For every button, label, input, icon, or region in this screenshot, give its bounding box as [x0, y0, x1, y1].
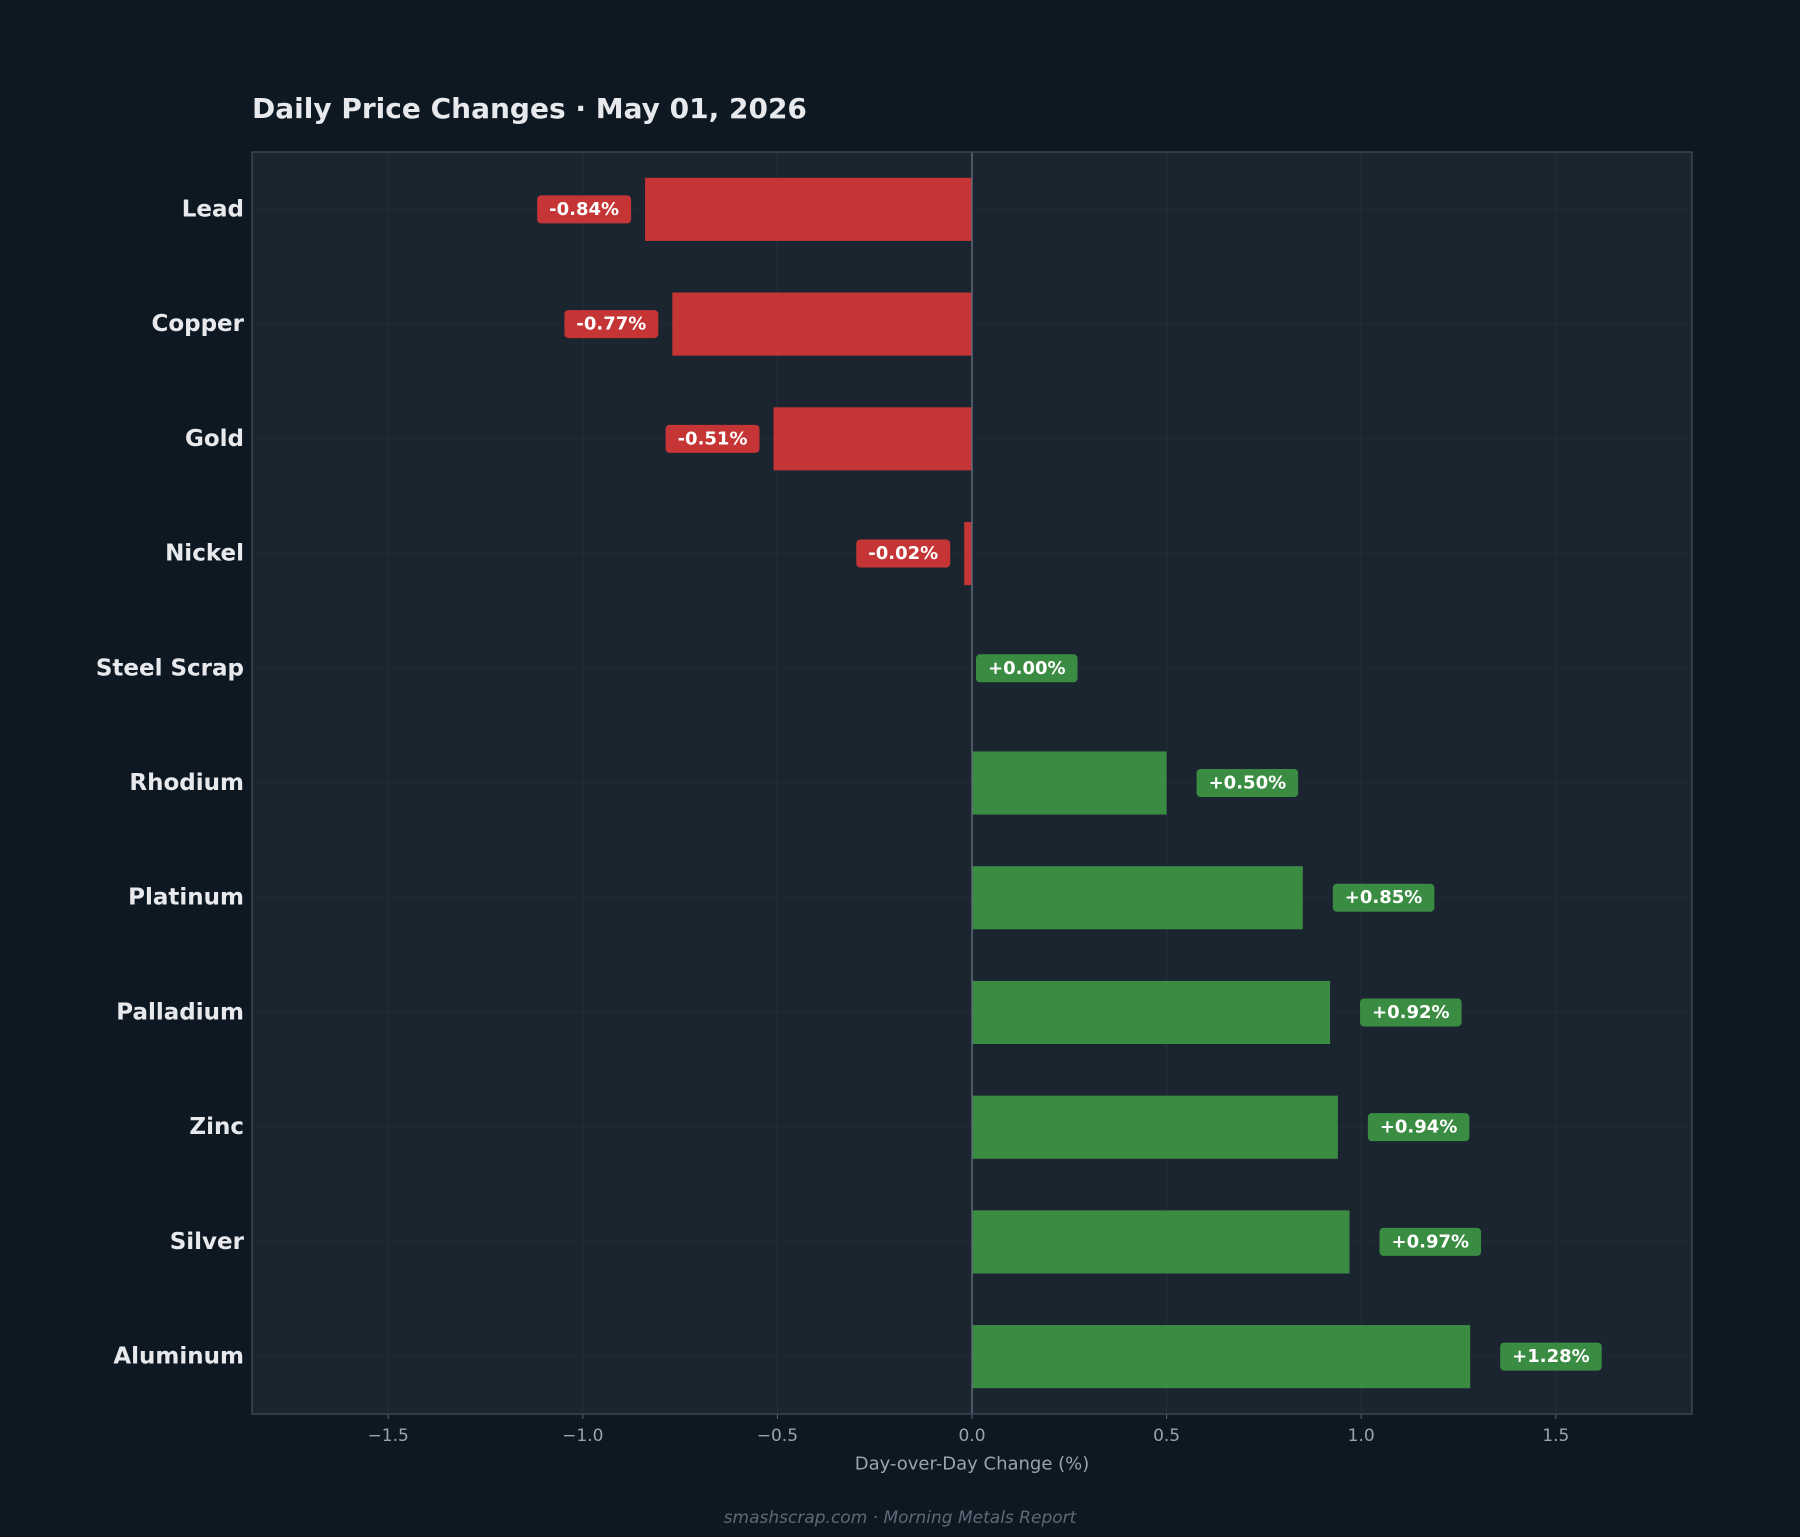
value-label-text: +0.00%: [988, 658, 1066, 679]
x-tick-labels: −1.5 −1.0 −0.5 0.0 0.5 1.0 1.5: [368, 1414, 1569, 1446]
value-label-text: +1.28%: [1512, 1346, 1590, 1367]
category-label: Rhodium: [129, 770, 244, 796]
value-badge: [665, 424, 760, 453]
plot-frame: [251, 151, 1693, 1415]
category-label: Palladium: [116, 999, 244, 1025]
value-label-text: +0.85%: [1345, 887, 1423, 908]
x-tick-label: −0.5: [757, 1426, 798, 1446]
category-label: Steel Scrap: [96, 655, 244, 681]
category-label: Aluminum: [113, 1344, 244, 1370]
bar-rhodium: [972, 751, 1167, 815]
category-labels: Lead Copper Gold Nickel Steel Scrap Rhodium Pl…: [96, 196, 245, 1369]
value-label-text: -0.51%: [678, 428, 748, 449]
value-label-text: -0.84%: [549, 199, 619, 220]
category-label: Silver: [170, 1229, 245, 1255]
value-badge: [1196, 769, 1299, 797]
x-axis-title: Day-over-Day Change (%): [855, 1454, 1090, 1475]
bar-lead: [645, 177, 972, 241]
bar-copper: [672, 292, 972, 356]
bar-silver: [972, 1210, 1350, 1274]
bar-palladium: [972, 980, 1331, 1045]
value-label-text: +0.94%: [1380, 1117, 1458, 1138]
x-tick-label: 1.0: [1348, 1426, 1375, 1446]
value-label: +0.97%: [1379, 1227, 1482, 1256]
value-label: -0.77%: [564, 310, 659, 339]
x-tick-label: 0.0: [958, 1426, 985, 1446]
value-label: +0.94%: [1367, 1113, 1470, 1142]
value-label: -0.84%: [537, 195, 632, 224]
category-label: Gold: [185, 426, 244, 452]
value-badge: [856, 539, 951, 568]
value-label: +0.50%: [1196, 769, 1299, 797]
bar-aluminum: [972, 1325, 1471, 1389]
bar-platinum: [972, 866, 1303, 930]
value-label-text: +0.97%: [1392, 1231, 1470, 1252]
value-badge: [1367, 1113, 1470, 1142]
category-label: Nickel: [165, 541, 244, 567]
value-labels: -0.84% -0.77% -0.51% -0.02% +0.00% +0.50% +0.8…: [537, 195, 1602, 1371]
value-label: +1.28%: [1500, 1342, 1602, 1371]
value-badge: [1360, 998, 1462, 1027]
bar-zinc: [972, 1095, 1338, 1159]
category-label: Platinum: [128, 885, 244, 911]
category-label: Lead: [182, 196, 244, 222]
value-badge: [1332, 883, 1435, 912]
value-label: -0.02%: [856, 539, 951, 568]
footer-credit: smashscrap.com · Morning Metals Report: [723, 1508, 1077, 1528]
value-badge: [564, 310, 659, 339]
category-label: Copper: [151, 311, 244, 337]
bar-gold: [773, 407, 972, 471]
value-label-text: -0.77%: [576, 314, 646, 335]
value-label-text: +0.92%: [1372, 1002, 1450, 1023]
value-label: -0.51%: [665, 424, 760, 453]
value-label: +0.00%: [976, 654, 1078, 683]
value-label-text: +0.50%: [1209, 773, 1287, 794]
value-badge: [1379, 1227, 1482, 1256]
x-tick-label: 1.5: [1542, 1426, 1569, 1446]
value-label: +0.85%: [1332, 883, 1435, 912]
value-label: +0.92%: [1360, 998, 1462, 1027]
x-tick-label: −1.5: [368, 1426, 409, 1446]
x-tick-label: −1.0: [562, 1426, 603, 1446]
x-tick-label: 0.5: [1153, 1426, 1180, 1446]
chart-title: Daily Price Changes · May 01, 2026: [252, 92, 807, 125]
bar-nickel: [964, 521, 972, 586]
value-badge: [976, 654, 1078, 683]
bars: [645, 177, 1471, 1389]
value-badge: [1500, 1342, 1602, 1371]
category-label: Zinc: [189, 1114, 244, 1140]
value-label-text: -0.02%: [868, 543, 938, 564]
value-badge: [537, 195, 632, 224]
